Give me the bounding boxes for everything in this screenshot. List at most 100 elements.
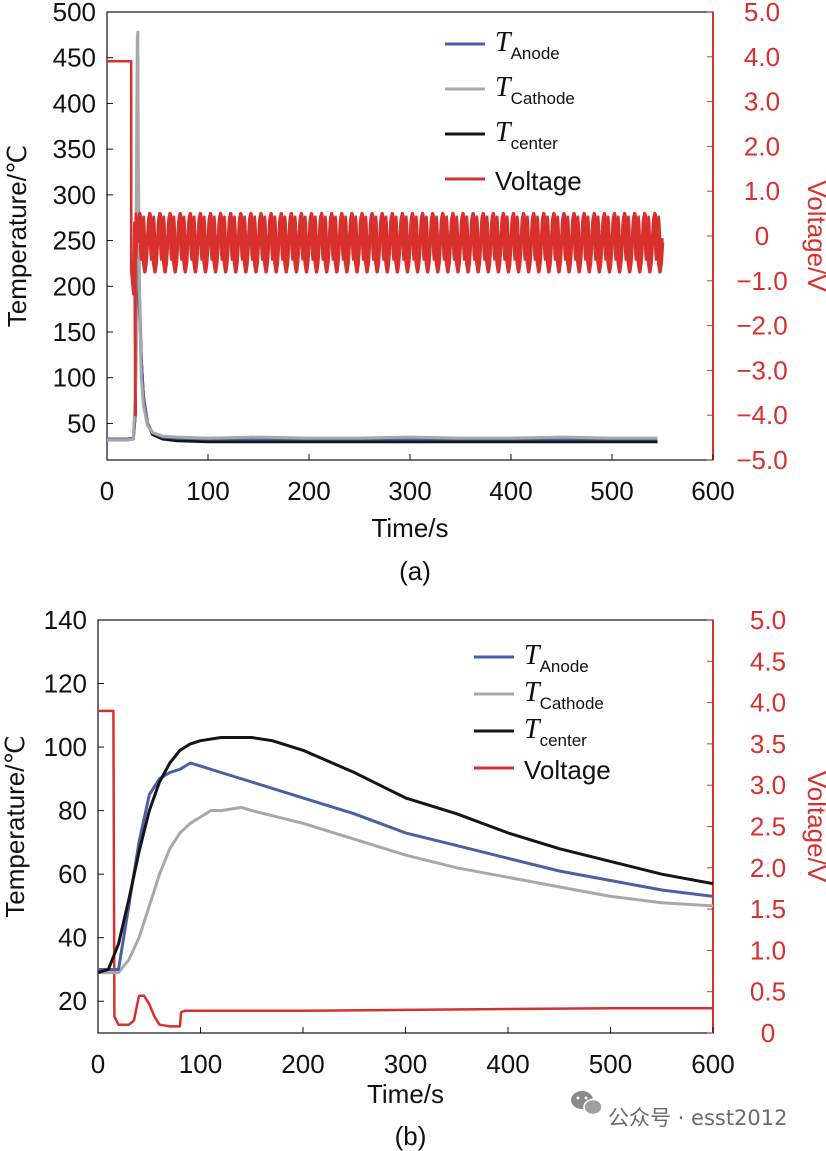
y-tick-label: 250 xyxy=(53,226,96,256)
y2-tick-label: 4.0 xyxy=(750,688,786,718)
y2-tick-label: 4.0 xyxy=(744,42,780,72)
y2-tick-label: −5.0 xyxy=(736,445,787,475)
y2-tick-label: 3.5 xyxy=(750,729,786,759)
y-tick-label: 140 xyxy=(44,605,87,635)
legend-symbol: T xyxy=(524,677,542,708)
y2-tick-label: 2.0 xyxy=(744,131,780,161)
y-tick-label: 80 xyxy=(58,796,87,826)
y-tick-label: 50 xyxy=(67,408,96,438)
legend-label-anode: TAnode xyxy=(495,27,560,63)
y2-tick-label: 0 xyxy=(755,221,769,251)
x-tick-label: 300 xyxy=(384,1049,427,1079)
legend-label-center: Tcenter xyxy=(495,117,558,153)
panel-label: (b) xyxy=(395,1121,427,1151)
y2-tick-label: −2.0 xyxy=(736,311,787,341)
x-axis-title: Time/s xyxy=(367,1079,444,1109)
y-axis-title: Temperature/℃ xyxy=(0,735,30,917)
legend-label-center: Tcenter xyxy=(524,714,587,750)
legend-label-voltage: Voltage xyxy=(524,755,611,785)
y2-tick-label: −1.0 xyxy=(736,266,787,296)
x-tick-label: 600 xyxy=(691,1049,734,1079)
y2-tick-label: 5.0 xyxy=(744,0,780,27)
legend-subscript: Cathode xyxy=(511,89,575,108)
y2-tick-label: 4.5 xyxy=(750,646,786,676)
x-tick-label: 400 xyxy=(486,1049,529,1079)
x-tick-label: 300 xyxy=(388,476,431,506)
plot-frame xyxy=(97,619,714,1034)
x-tick-label: 600 xyxy=(691,476,734,506)
series-voltage-line xyxy=(98,709,713,1028)
legend-subscript: Anode xyxy=(540,657,589,676)
series-center-line xyxy=(107,156,658,444)
x-tick-label: 100 xyxy=(186,476,229,506)
y-tick-label: 300 xyxy=(53,180,96,210)
y-axis-title: Temperature/℃ xyxy=(2,145,32,327)
chart-a: 0 100 200 300 400 500 600 50 100 150 200 250 300 350 4… xyxy=(2,0,826,586)
chart-b: 0 100 200 300 400 500 600 20 40 60 80 100 120 140 5.0 4… xyxy=(0,605,826,1151)
y2-tick-label: 0.5 xyxy=(750,977,786,1007)
y-tick-label: 60 xyxy=(58,859,87,889)
y2-tick-label: 3.0 xyxy=(744,87,780,117)
series-voltage-line xyxy=(107,60,139,417)
legend-subscript: center xyxy=(540,731,588,750)
x-tick-label: 400 xyxy=(489,476,532,506)
y-tick-label: 120 xyxy=(44,669,87,699)
legend-symbol: T xyxy=(524,714,542,745)
y2-tick-label: 1.0 xyxy=(750,935,786,965)
y2-tick-label: 2.0 xyxy=(750,853,786,883)
y2-tick-label: 5.0 xyxy=(750,605,786,635)
y2-tick-label: 0 xyxy=(761,1018,775,1048)
x-tick-label: 500 xyxy=(590,476,633,506)
plot-area xyxy=(98,709,713,1028)
series-cathode-line xyxy=(98,805,713,975)
y2-tick-label: 1.5 xyxy=(750,894,786,924)
legend-symbol: T xyxy=(524,640,542,671)
series-center-line xyxy=(98,736,713,975)
legend-symbol: T xyxy=(495,72,513,103)
y-tick-label: 100 xyxy=(53,363,96,393)
y-tick-label: 40 xyxy=(58,923,87,953)
series-anode-line xyxy=(98,761,713,971)
legend-subscript: Anode xyxy=(511,44,560,63)
y2-tick-label: 1.0 xyxy=(744,176,780,206)
plot-area xyxy=(107,30,665,444)
panel-label: (a) xyxy=(399,556,431,586)
wechat-icon xyxy=(571,1091,603,1116)
y2-tick-label: −3.0 xyxy=(736,355,787,385)
legend-label-cathode: TCathode xyxy=(495,72,575,108)
x-tick-label: 0 xyxy=(91,1049,105,1079)
y-tick-label: 450 xyxy=(53,43,96,73)
y-tick-label: 500 xyxy=(53,0,96,27)
y-tick-label: 200 xyxy=(53,271,96,301)
y2-axis-title: Voltage/V xyxy=(802,771,826,883)
x-tick-label: 100 xyxy=(179,1049,222,1079)
legend-label-voltage: Voltage xyxy=(495,166,582,196)
watermark: 公众号 · esst2012 xyxy=(571,1091,788,1130)
legend-label-anode: TAnode xyxy=(524,640,589,676)
y-tick-label: 350 xyxy=(53,134,96,164)
x-tick-label: 500 xyxy=(589,1049,632,1079)
y2-tick-label: −4.0 xyxy=(736,400,787,430)
y2-axis-title: Voltage/V xyxy=(802,180,826,292)
y-tick-label: 400 xyxy=(53,88,96,118)
legend-subscript: center xyxy=(511,134,559,153)
y2-tick-label: 2.5 xyxy=(750,812,786,842)
y-tick-label: 20 xyxy=(58,986,87,1016)
watermark-text: 公众号 · esst2012 xyxy=(608,1106,788,1130)
series-cathode-line xyxy=(107,30,658,442)
x-tick-label: 0 xyxy=(100,476,114,506)
legend-subscript: Cathode xyxy=(540,694,604,713)
series-voltage-line-oscillation-fill xyxy=(136,215,664,261)
y2-tick-label: 3.0 xyxy=(750,770,786,800)
x-tick-label: 200 xyxy=(281,1049,324,1079)
legend-symbol: T xyxy=(495,27,513,58)
y-tick-label: 150 xyxy=(53,317,96,347)
legend-label-cathode: TCathode xyxy=(524,677,604,713)
x-axis-title: Time/s xyxy=(371,513,448,543)
y-tick-label: 100 xyxy=(44,732,87,762)
legend-symbol: T xyxy=(495,117,513,148)
x-tick-label: 200 xyxy=(287,476,330,506)
